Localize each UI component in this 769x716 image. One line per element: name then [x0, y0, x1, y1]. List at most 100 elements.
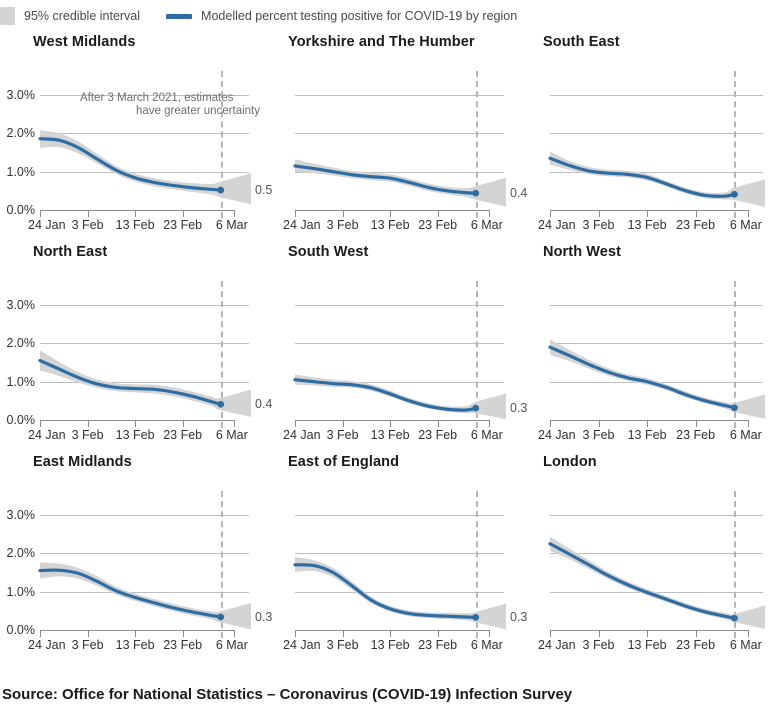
modelled-line [293, 378, 478, 412]
x-axis-tick [234, 421, 235, 427]
end-value-label: 0.3 [510, 610, 528, 625]
x-axis [295, 210, 490, 217]
x-axis-tick [647, 211, 649, 217]
x-axis-tick-label: 24 Jan [537, 218, 576, 232]
y-axis-tick-label: 0.0% [6, 413, 36, 427]
gridline [40, 381, 249, 383]
x-axis [550, 420, 749, 427]
credible-interval-swatch [0, 7, 15, 25]
uncertainty-threshold-line [220, 281, 223, 428]
x-axis-tick [748, 421, 749, 427]
gridline [295, 553, 504, 555]
gridline [295, 591, 504, 593]
legend-item-credible-interval: 95% credible interval [0, 7, 140, 25]
x-axis-tick-label: 23 Feb [676, 428, 716, 442]
x-axis-tick-label: 6 Mar [729, 218, 762, 232]
series-svg [38, 130, 251, 205]
endpoint-marker [472, 613, 480, 621]
x-axis-tick [748, 631, 749, 637]
gridline [550, 305, 763, 306]
x-axis-tick-label: 13 Feb [115, 428, 155, 442]
x-axis-tick [695, 211, 697, 217]
x-axis-tick-label: 13 Feb [370, 218, 410, 232]
panel-title: South West [288, 244, 369, 260]
plot-area: 3.0% 2.0% 1.0% 0.0% 0.5 24 Jan 3 Feb 13 Feb 23 F… [7, 71, 272, 232]
y-axis-tick-label: 1.0% [6, 164, 36, 179]
uncertainty-threshold-line [220, 491, 223, 638]
x-axis-tick-label: 23 Feb [418, 218, 458, 232]
x-axis-tick [437, 631, 439, 637]
y-axis-tick-label: 0.0% [6, 203, 36, 217]
x-axis-tick-label: 6 Mar [729, 638, 762, 652]
panel-north-west: North West 0.3 24 Jan 3 Feb 13 Feb 23 Feb 6 Ma… [510, 240, 769, 450]
series-svg [548, 151, 765, 207]
modelled-line [38, 358, 223, 406]
x-axis-tick-label: 24 Jan [537, 638, 576, 652]
gridline [295, 171, 504, 173]
x-axis-tick-label: 24 Jan [27, 218, 66, 232]
x-axis-tick [647, 421, 649, 427]
y-axis-tick-label: 1.0% [6, 374, 36, 389]
y-axis-tick-label: 2.0% [6, 126, 36, 141]
series-svg [38, 562, 251, 630]
series-svg [548, 536, 765, 629]
modelled-line [293, 563, 478, 619]
endpoint-marker [731, 190, 738, 198]
x-axis-tick-label: 24 Jan [27, 638, 66, 652]
y-axis-tick-label: 2.0% [6, 546, 36, 561]
gridline [40, 171, 249, 173]
x-axis-tick [182, 211, 184, 217]
x-axis-tick [695, 631, 697, 637]
x-axis-tick-label: 6 Mar [215, 218, 248, 232]
x-axis-tick-label: 23 Feb [163, 638, 203, 652]
gridline [40, 515, 249, 516]
legend-label-credible-interval: 95% credible interval [24, 9, 141, 23]
series-svg [293, 159, 506, 207]
uncertainty-threshold-line [734, 71, 737, 218]
x-axis-tick [437, 421, 439, 427]
x-axis-tick-label: 24 Jan [282, 428, 321, 442]
x-axis-tick-label: 3 Feb [326, 638, 359, 652]
x-axis-tick-label: 24 Jan [537, 428, 576, 442]
x-axis-tick [695, 421, 697, 427]
panel-title: South East [543, 34, 620, 50]
panel-london: London 0.3 24 Jan 3 Feb 13 Feb 23 Feb 6 Mar [510, 450, 769, 665]
x-axis-tick-label: 13 Feb [370, 428, 410, 442]
uncertainty-threshold-line [475, 491, 478, 638]
x-axis-tick [87, 631, 89, 637]
x-axis-tick [135, 631, 137, 637]
panel-title: North East [33, 244, 108, 260]
y-axis-tick-label: 2.0% [6, 336, 36, 351]
x-axis-tick-label: 13 Feb [115, 638, 155, 652]
x-axis-tick [647, 631, 649, 637]
x-axis-tick-label: 24 Jan [282, 638, 321, 652]
panel-north-east: North East 3.0% 2.0% 1.0% 0.0% 0.4 24 Jan 3 Feb… [0, 240, 273, 450]
end-value-label: 0.3 [510, 401, 528, 416]
endpoint-marker [217, 186, 225, 194]
x-axis-tick [598, 421, 600, 427]
x-axis-tick [550, 631, 551, 637]
x-axis-tick-label: 3 Feb [326, 428, 359, 442]
x-axis-tick [87, 421, 89, 427]
panel-east-of-england: East of England 0.3 24 Jan 3 Feb 13 Feb 23 Fe… [255, 450, 527, 665]
x-axis-tick [234, 631, 235, 637]
modelled-line [38, 568, 223, 619]
panel-east-midlands: East Midlands 3.0% 2.0% 1.0% 0.0% 0.3 24 Jan 3 … [0, 450, 273, 665]
y-axis-tick-label: 3.0% [6, 88, 36, 102]
x-axis-tick-label: 23 Feb [676, 638, 716, 652]
x-axis-tick-label: 23 Feb [676, 218, 716, 232]
series-svg [38, 350, 251, 417]
plot-area: 0.3 24 Jan 3 Feb 13 Feb 23 Feb 6 Mar [283, 281, 527, 442]
x-axis-tick [390, 631, 392, 637]
credible-interval-band [295, 159, 506, 207]
gridline [550, 171, 763, 173]
gridline [550, 343, 763, 345]
x-axis-tick [135, 421, 137, 427]
x-axis [295, 630, 490, 637]
x-axis-tick-label: 6 Mar [470, 638, 503, 652]
x-axis-tick-label: 6 Mar [215, 428, 248, 442]
gridline [295, 305, 504, 306]
modelled-line [38, 137, 223, 192]
